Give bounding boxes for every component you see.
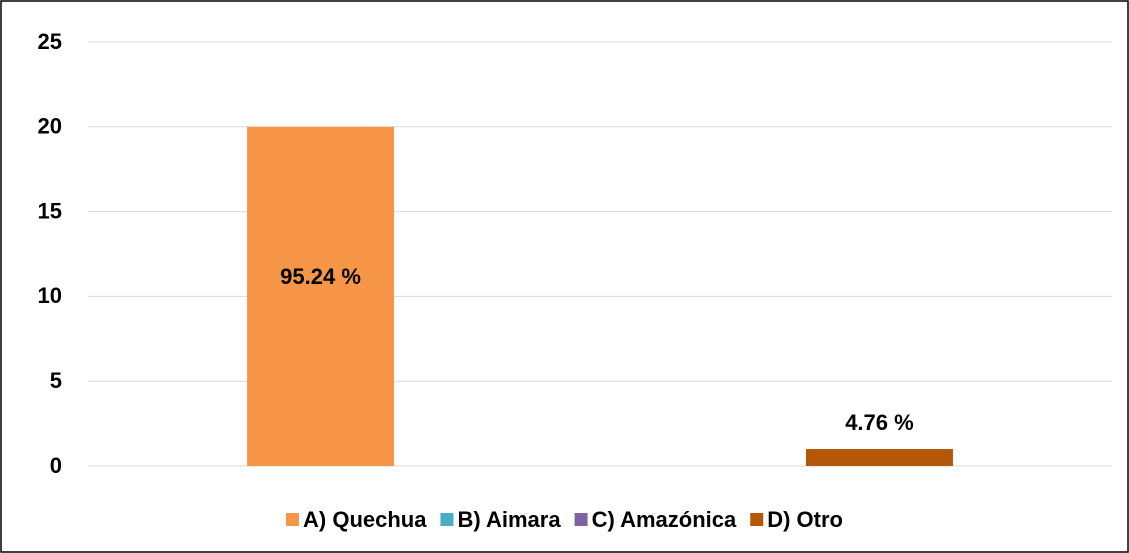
y-tick-label: 0 (50, 453, 62, 478)
data-label: 95.24 % (280, 264, 361, 289)
bar (247, 126, 395, 467)
y-tick-label: 25 (38, 29, 62, 54)
legend-label: C) Amazónica (592, 507, 737, 532)
legend-swatch (750, 513, 764, 526)
legend-label: B) Aimara (457, 507, 561, 532)
y-tick-label: 5 (50, 368, 62, 393)
legend-swatch (286, 513, 299, 526)
legend-label: A) Quechua (303, 507, 427, 532)
legend-swatch (440, 513, 454, 526)
y-tick-label: 20 (38, 114, 62, 139)
y-tick-label: 15 (38, 198, 62, 223)
y-tick-label: 10 (38, 283, 62, 308)
data-label: 4.76 % (845, 410, 914, 435)
legend-swatch (574, 513, 588, 526)
legend-label: D) Otro (767, 507, 843, 532)
bar (805, 449, 953, 466)
